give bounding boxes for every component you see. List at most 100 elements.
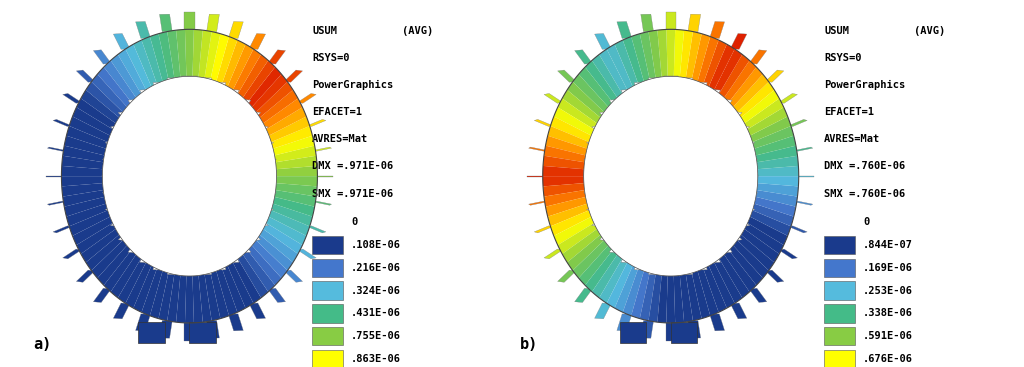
Polygon shape (269, 210, 309, 236)
Polygon shape (543, 176, 584, 186)
Polygon shape (159, 32, 174, 79)
Text: (AVG): (AVG) (914, 26, 946, 36)
Polygon shape (554, 217, 594, 245)
Polygon shape (562, 90, 600, 123)
Polygon shape (118, 49, 146, 94)
Polygon shape (111, 211, 140, 227)
Polygon shape (551, 116, 591, 142)
Text: AVRES=Mat: AVRES=Mat (312, 134, 369, 144)
Polygon shape (269, 116, 309, 142)
Text: PowerGraphics: PowerGraphics (824, 80, 905, 90)
Polygon shape (228, 314, 244, 331)
Polygon shape (640, 32, 655, 79)
Polygon shape (692, 271, 711, 319)
Polygon shape (750, 50, 767, 64)
Polygon shape (757, 156, 799, 169)
Polygon shape (114, 303, 130, 319)
Polygon shape (796, 147, 813, 151)
Polygon shape (308, 119, 326, 127)
Polygon shape (128, 230, 156, 253)
Polygon shape (111, 54, 140, 98)
Polygon shape (245, 141, 273, 153)
Polygon shape (233, 259, 261, 303)
Polygon shape (715, 49, 742, 94)
Polygon shape (67, 204, 108, 226)
Polygon shape (249, 188, 276, 194)
Polygon shape (729, 67, 763, 107)
Polygon shape (535, 226, 552, 233)
Polygon shape (756, 190, 798, 207)
Polygon shape (199, 275, 212, 322)
Polygon shape (260, 90, 298, 123)
Polygon shape (46, 175, 61, 177)
Polygon shape (62, 146, 104, 162)
Text: (AVG): (AVG) (402, 26, 434, 36)
Polygon shape (86, 82, 123, 117)
Polygon shape (766, 270, 783, 282)
Polygon shape (65, 136, 105, 155)
Polygon shape (167, 30, 180, 78)
Bar (312, 281, 343, 300)
Polygon shape (214, 237, 240, 263)
Polygon shape (214, 89, 240, 116)
Polygon shape (724, 250, 757, 292)
Polygon shape (274, 190, 316, 207)
Bar (312, 259, 343, 277)
Polygon shape (703, 266, 727, 312)
Polygon shape (61, 156, 103, 169)
Polygon shape (733, 74, 769, 112)
Polygon shape (239, 54, 268, 98)
Polygon shape (703, 40, 727, 87)
Text: 0: 0 (351, 217, 357, 228)
Polygon shape (103, 250, 136, 292)
Polygon shape (726, 200, 755, 211)
Polygon shape (298, 249, 316, 259)
Polygon shape (558, 270, 575, 282)
Text: DMX =.760E-06: DMX =.760E-06 (824, 161, 905, 171)
Bar (824, 304, 855, 323)
Polygon shape (314, 147, 332, 151)
Polygon shape (726, 141, 755, 153)
Polygon shape (245, 200, 273, 211)
Polygon shape (730, 33, 746, 49)
Polygon shape (205, 32, 220, 79)
Polygon shape (710, 314, 725, 331)
Polygon shape (308, 226, 326, 233)
Polygon shape (713, 111, 742, 131)
Polygon shape (263, 98, 302, 129)
Polygon shape (730, 303, 746, 319)
Polygon shape (81, 229, 119, 262)
Polygon shape (233, 49, 261, 94)
Polygon shape (733, 240, 769, 278)
Polygon shape (675, 78, 693, 107)
Polygon shape (562, 229, 600, 262)
Polygon shape (567, 235, 604, 270)
Polygon shape (528, 201, 546, 205)
Polygon shape (592, 54, 622, 98)
Polygon shape (105, 200, 134, 211)
Polygon shape (744, 223, 783, 254)
Polygon shape (193, 29, 203, 77)
Text: .844E-07: .844E-07 (863, 240, 913, 250)
Polygon shape (606, 263, 633, 308)
Polygon shape (753, 126, 794, 149)
Text: .591E-06: .591E-06 (863, 331, 913, 341)
Polygon shape (751, 210, 791, 236)
Polygon shape (732, 175, 758, 177)
Polygon shape (710, 21, 725, 39)
Polygon shape (266, 107, 306, 135)
Polygon shape (567, 82, 604, 117)
Polygon shape (753, 204, 794, 226)
Polygon shape (720, 54, 750, 98)
Polygon shape (572, 240, 608, 278)
Polygon shape (135, 21, 151, 39)
Text: SMX =.971E-06: SMX =.971E-06 (312, 189, 393, 199)
Polygon shape (77, 70, 94, 82)
Polygon shape (595, 303, 611, 319)
Polygon shape (666, 323, 676, 341)
Polygon shape (666, 12, 676, 29)
Polygon shape (623, 269, 644, 316)
Polygon shape (53, 226, 71, 233)
Polygon shape (695, 237, 721, 263)
Polygon shape (260, 229, 298, 262)
